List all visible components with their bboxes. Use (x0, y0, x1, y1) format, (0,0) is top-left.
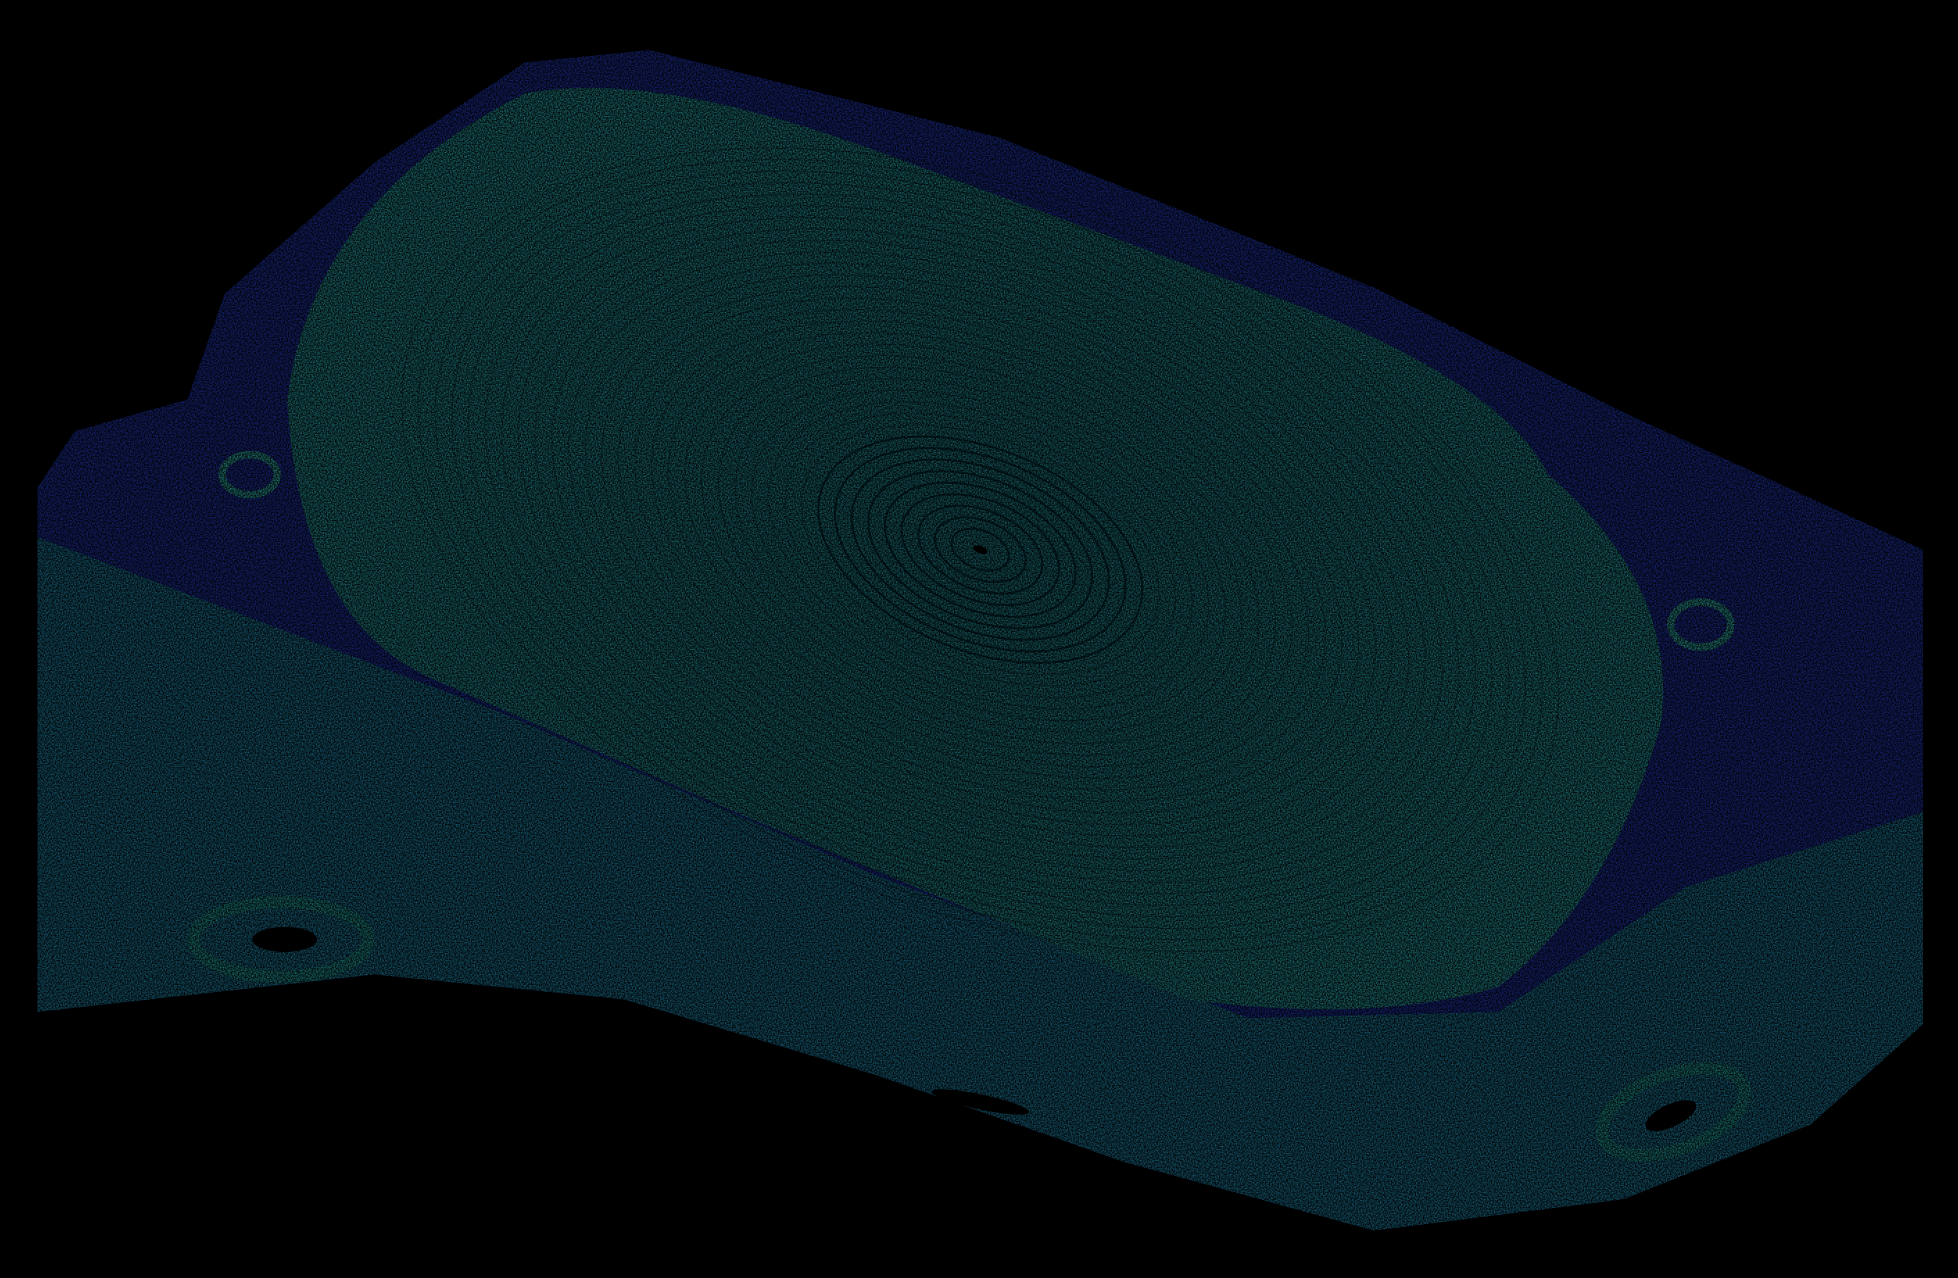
invariant-curve (434, 170, 1526, 929)
invariant-curve (883, 481, 1077, 618)
invariant-curve (850, 458, 1110, 641)
invariant-curve (601, 285, 1360, 814)
invariant-curve (634, 308, 1327, 791)
invariant-curve (484, 205, 1476, 895)
invariant-curve (501, 216, 1460, 883)
invariant-curve (751, 389, 1210, 710)
invariant-curve (734, 378, 1227, 722)
invariant-curve (867, 470, 1094, 630)
invariant-curve (701, 355, 1260, 745)
island-center (973, 545, 988, 555)
invariant-curve (950, 527, 1010, 572)
secondary-island (1667, 598, 1735, 651)
island-core (1645, 1100, 1697, 1132)
lower-island (1595, 1062, 1752, 1162)
island-core (931, 1089, 1030, 1115)
secondary-island (218, 450, 281, 499)
invariant-curve (651, 320, 1310, 779)
invariant-curve (684, 343, 1277, 756)
invariant-curve (784, 412, 1177, 687)
invariant-curve (551, 251, 1410, 849)
invariant-curve (467, 193, 1493, 906)
invariant-curve (417, 158, 1543, 941)
island-core (252, 926, 318, 952)
invariant-curve (801, 424, 1160, 676)
lower-island (187, 895, 375, 984)
invariant-curve (933, 516, 1027, 584)
invariant-curve (584, 274, 1377, 826)
invariant-curve (817, 435, 1144, 664)
invariant-curve (917, 504, 1044, 595)
invariant-curves (401, 147, 1560, 952)
invariant-curve (617, 297, 1343, 802)
invariant-curve (833, 447, 1127, 653)
invariant-curve (401, 147, 1560, 952)
invariant-curve (900, 493, 1060, 607)
invariant-curve (667, 332, 1293, 768)
invariant-curve (534, 239, 1426, 860)
invariant-curve (767, 401, 1193, 699)
invariant-curve (567, 262, 1393, 837)
invariant-curve (517, 228, 1443, 872)
invariant-curve (717, 366, 1243, 733)
lower-band (37, 537, 1924, 1231)
invariant-curve (451, 182, 1510, 918)
